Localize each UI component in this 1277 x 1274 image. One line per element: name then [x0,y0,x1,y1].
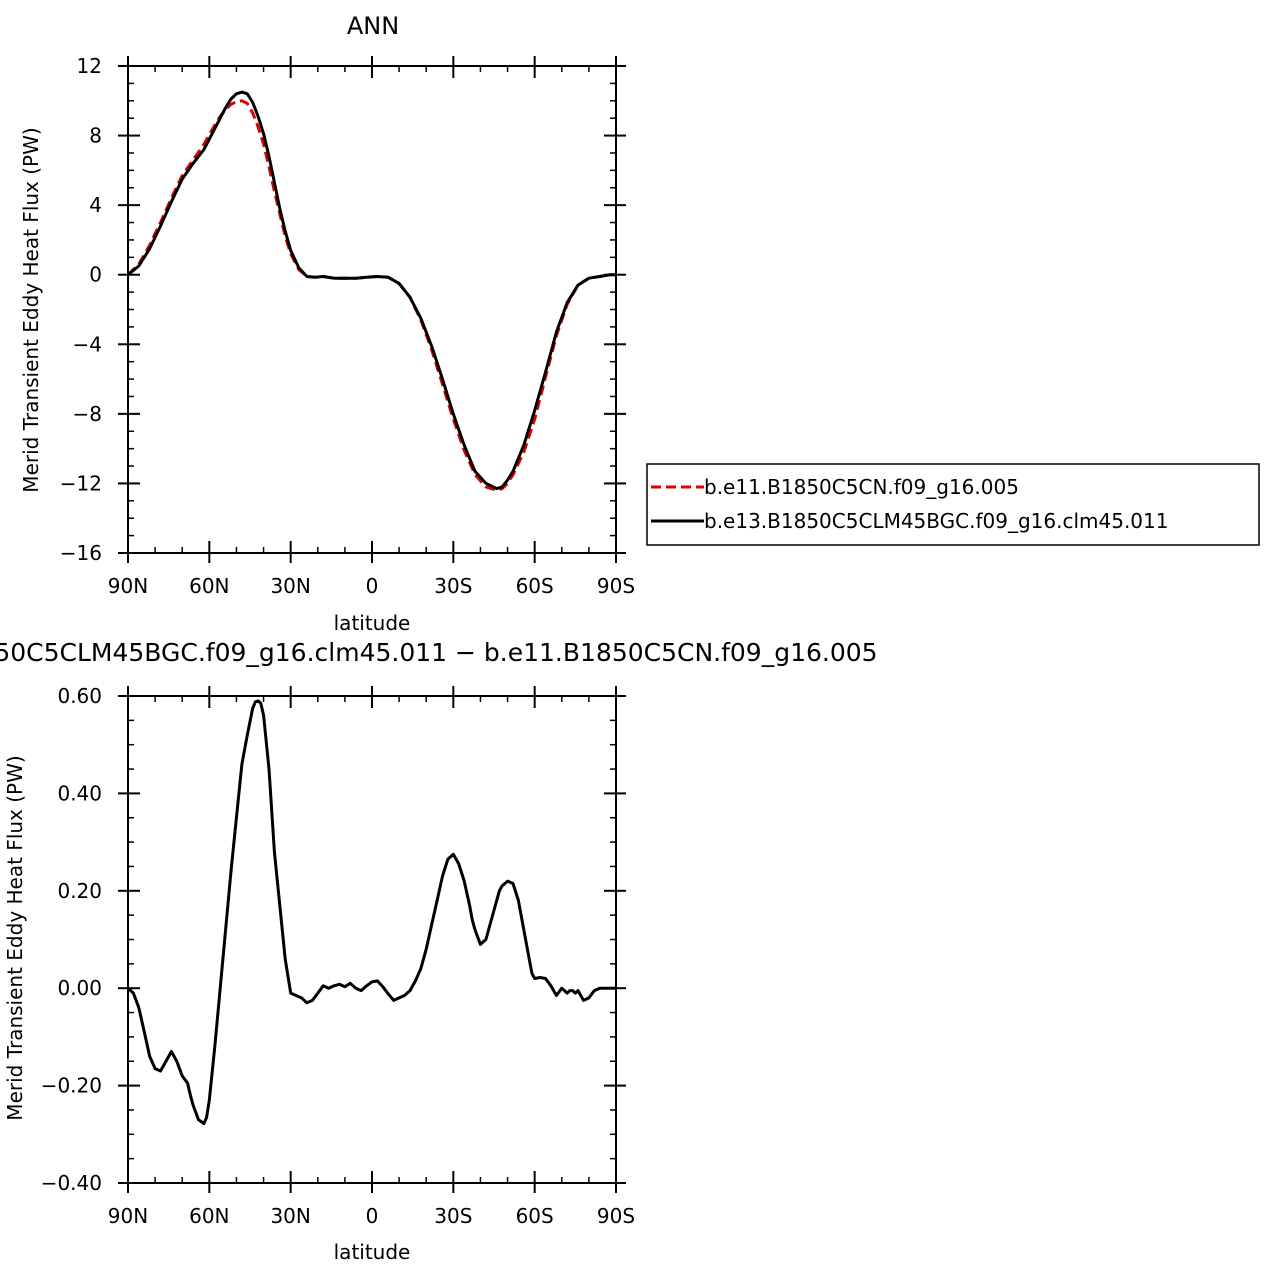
y-tick-label: 0.00 [57,976,102,1000]
x-tick-label: 90S [597,574,635,598]
x-tick-label: 60S [516,574,554,598]
legend: b.e11.B1850C5CN.f09_g16.005 b.e13.B1850C… [646,463,1260,546]
x-tick-label: 0 [366,1204,379,1228]
y-tick-label: 4 [89,193,102,217]
legend-label-control: b.e11.B1850C5CN.f09_g16.005 [704,475,1019,499]
x-tick-label: 30N [270,574,310,598]
top-tick-labels: 90N 60N 30N 0 30S 60S 90S −16 −12 −8 −4 0 4 8 12 [60,54,635,598]
x-tick-label: 30S [434,574,472,598]
y-tick-label: −4 [73,332,102,356]
y-tick-label: −0.20 [41,1074,102,1098]
legend-label-case: b.e13.B1850C5CLM45BGC.f09_g16.clm45.011 [704,509,1168,533]
x-tick-label: 30N [270,1204,310,1228]
y-tick-label: 8 [89,124,102,148]
bottom-series-lines [126,699,616,1126]
y-tick-label: 0.20 [57,879,102,903]
top-y-axis-label: Merid Transient Eddy Heat Flux (PW) [19,127,43,492]
top-series-lines [126,90,616,492]
y-tick-label: 0.40 [57,781,102,805]
top-axis-ticks [118,56,626,563]
bottom-axis-ticks [118,686,626,1193]
x-tick-label: 60S [516,1204,554,1228]
top-chart-title: ANN [347,12,399,40]
top-plot-frame [127,65,617,554]
x-tick-label: 30S [434,1204,472,1228]
bottom-panel: b.e13.B1850C5CLM45BGC.f09_g16.clm45.011 … [0,638,878,1264]
top-panel: ANN 90N 60N 30N 0 30S 60S 90S −16 −12 −8 −4 0 4 8 12 l… [19,12,635,635]
y-tick-label: 0.60 [57,684,102,708]
bottom-tick-labels: 90N 60N 30N 0 30S 60S 90S −0.40 −0.20 0.00 0.20 0.4… [41,684,635,1228]
y-tick-label: −0.40 [41,1171,102,1195]
y-tick-label: −12 [60,471,102,495]
bottom-series-line-0 [126,699,616,1126]
x-tick-label: 90N [108,1204,148,1228]
top-series-line-1 [127,90,616,491]
y-tick-label: −16 [60,541,102,565]
x-tick-label: 90S [597,1204,635,1228]
x-tick-label: 90N [108,574,148,598]
bottom-chart-title: b.e13.B1850C5CLM45BGC.f09_g16.clm45.011 … [0,638,878,667]
bottom-x-axis-label: latitude [334,1240,411,1264]
x-tick-label: 60N [189,574,229,598]
legend-box [646,463,1260,546]
y-tick-label: 12 [77,54,102,78]
x-tick-label: 0 [366,574,379,598]
y-tick-label: 0 [89,263,102,287]
y-tick-label: −8 [73,402,102,426]
top-series-line-0 [126,99,616,492]
bottom-y-axis-label: Merid Transient Eddy Heat Flux (PW) [3,755,27,1120]
bottom-plot-frame [127,695,617,1184]
x-tick-label: 60N [189,1204,229,1228]
top-x-axis-label: latitude [334,611,411,635]
